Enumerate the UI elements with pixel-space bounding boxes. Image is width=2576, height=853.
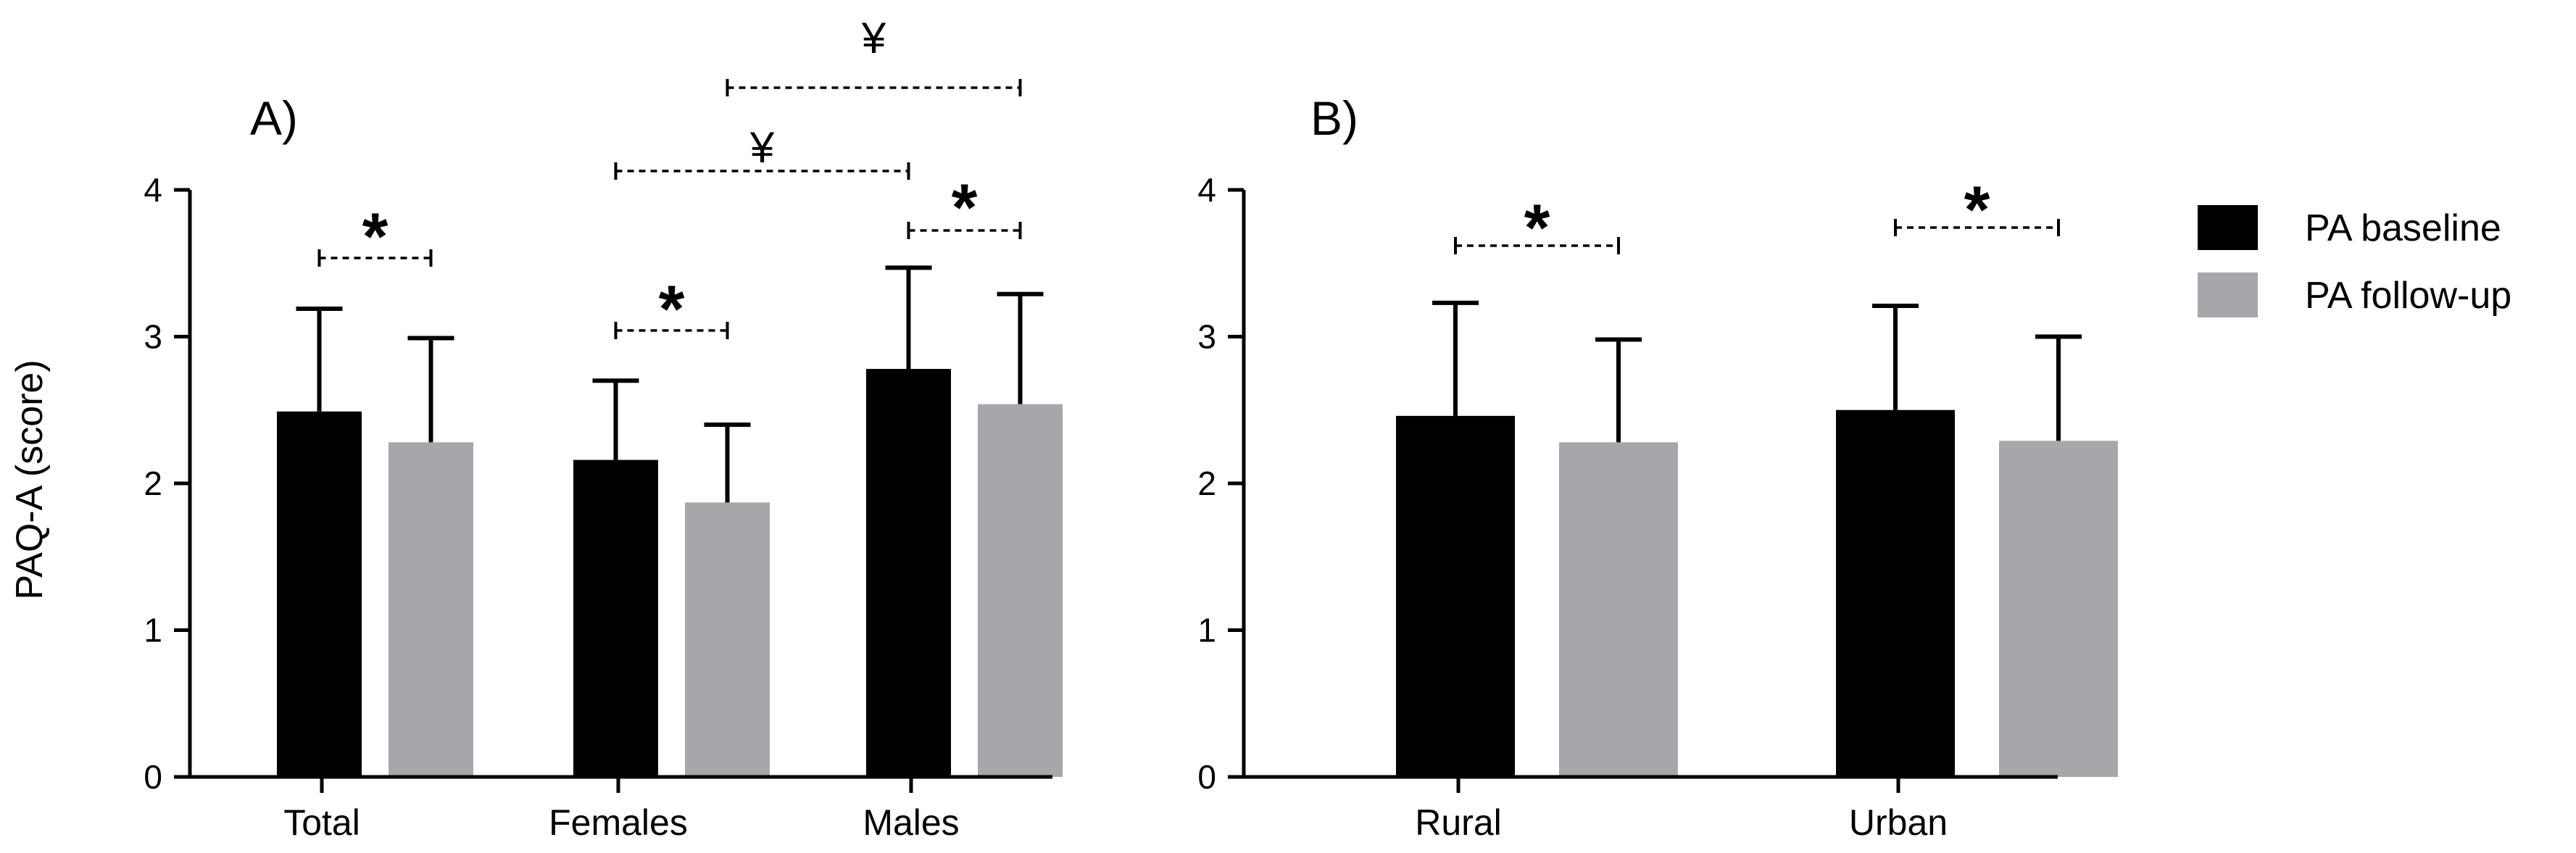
x-category-label: Females: [549, 802, 688, 843]
bar: [389, 442, 473, 777]
panel-a: A) 0 1 2 3 4 Total Females Males * * * ¥ ¥: [144, 14, 1063, 843]
y-tick-label: 3: [1197, 318, 1216, 356]
legend: PA baseline PA follow-up: [2198, 205, 2511, 317]
legend-swatch-baseline: [2198, 205, 2258, 250]
bar: [277, 411, 362, 777]
significance-label: ¥: [749, 123, 775, 172]
y-tick-label: 1: [144, 612, 162, 649]
bar: [1559, 442, 1678, 777]
bar: [1999, 441, 2118, 777]
panel-b: B) 0 1 2 3 4 Rural Urban * *: [1197, 91, 2118, 843]
y-tick-label: 2: [1197, 465, 1216, 502]
y-tick-label: 3: [144, 318, 162, 356]
significance-label: *: [659, 272, 685, 346]
bar: [685, 502, 770, 777]
y-tick-label: 4: [1197, 171, 1216, 209]
legend-label-followup: PA follow-up: [2305, 275, 2511, 317]
bar: [1396, 415, 1515, 777]
significance-label: *: [362, 200, 389, 274]
panel-label: A): [250, 91, 298, 145]
y-axis-title: PAQ-A (score): [9, 359, 51, 599]
significance-label: ¥: [861, 14, 886, 62]
x-category-label: Rural: [1415, 802, 1501, 843]
significance-label: *: [1964, 173, 1990, 247]
bar: [573, 459, 658, 777]
significance-label: *: [952, 171, 978, 245]
bar: [866, 369, 951, 777]
significance-label: *: [1524, 191, 1550, 265]
y-tick-label: 4: [144, 171, 162, 209]
x-category-label: Urban: [1849, 802, 1948, 843]
panel-label: B): [1310, 91, 1358, 145]
y-tick-label: 0: [1197, 758, 1216, 796]
bar: [1836, 409, 1955, 777]
bar: [978, 404, 1063, 777]
y-tick-label: 1: [1197, 612, 1216, 649]
y-tick-label: 2: [144, 465, 162, 502]
x-category-label: Males: [863, 802, 959, 843]
x-category-label: Total: [283, 802, 360, 843]
legend-swatch-followup: [2198, 272, 2258, 317]
legend-label-baseline: PA baseline: [2305, 207, 2501, 249]
y-tick-label: 0: [144, 758, 162, 796]
